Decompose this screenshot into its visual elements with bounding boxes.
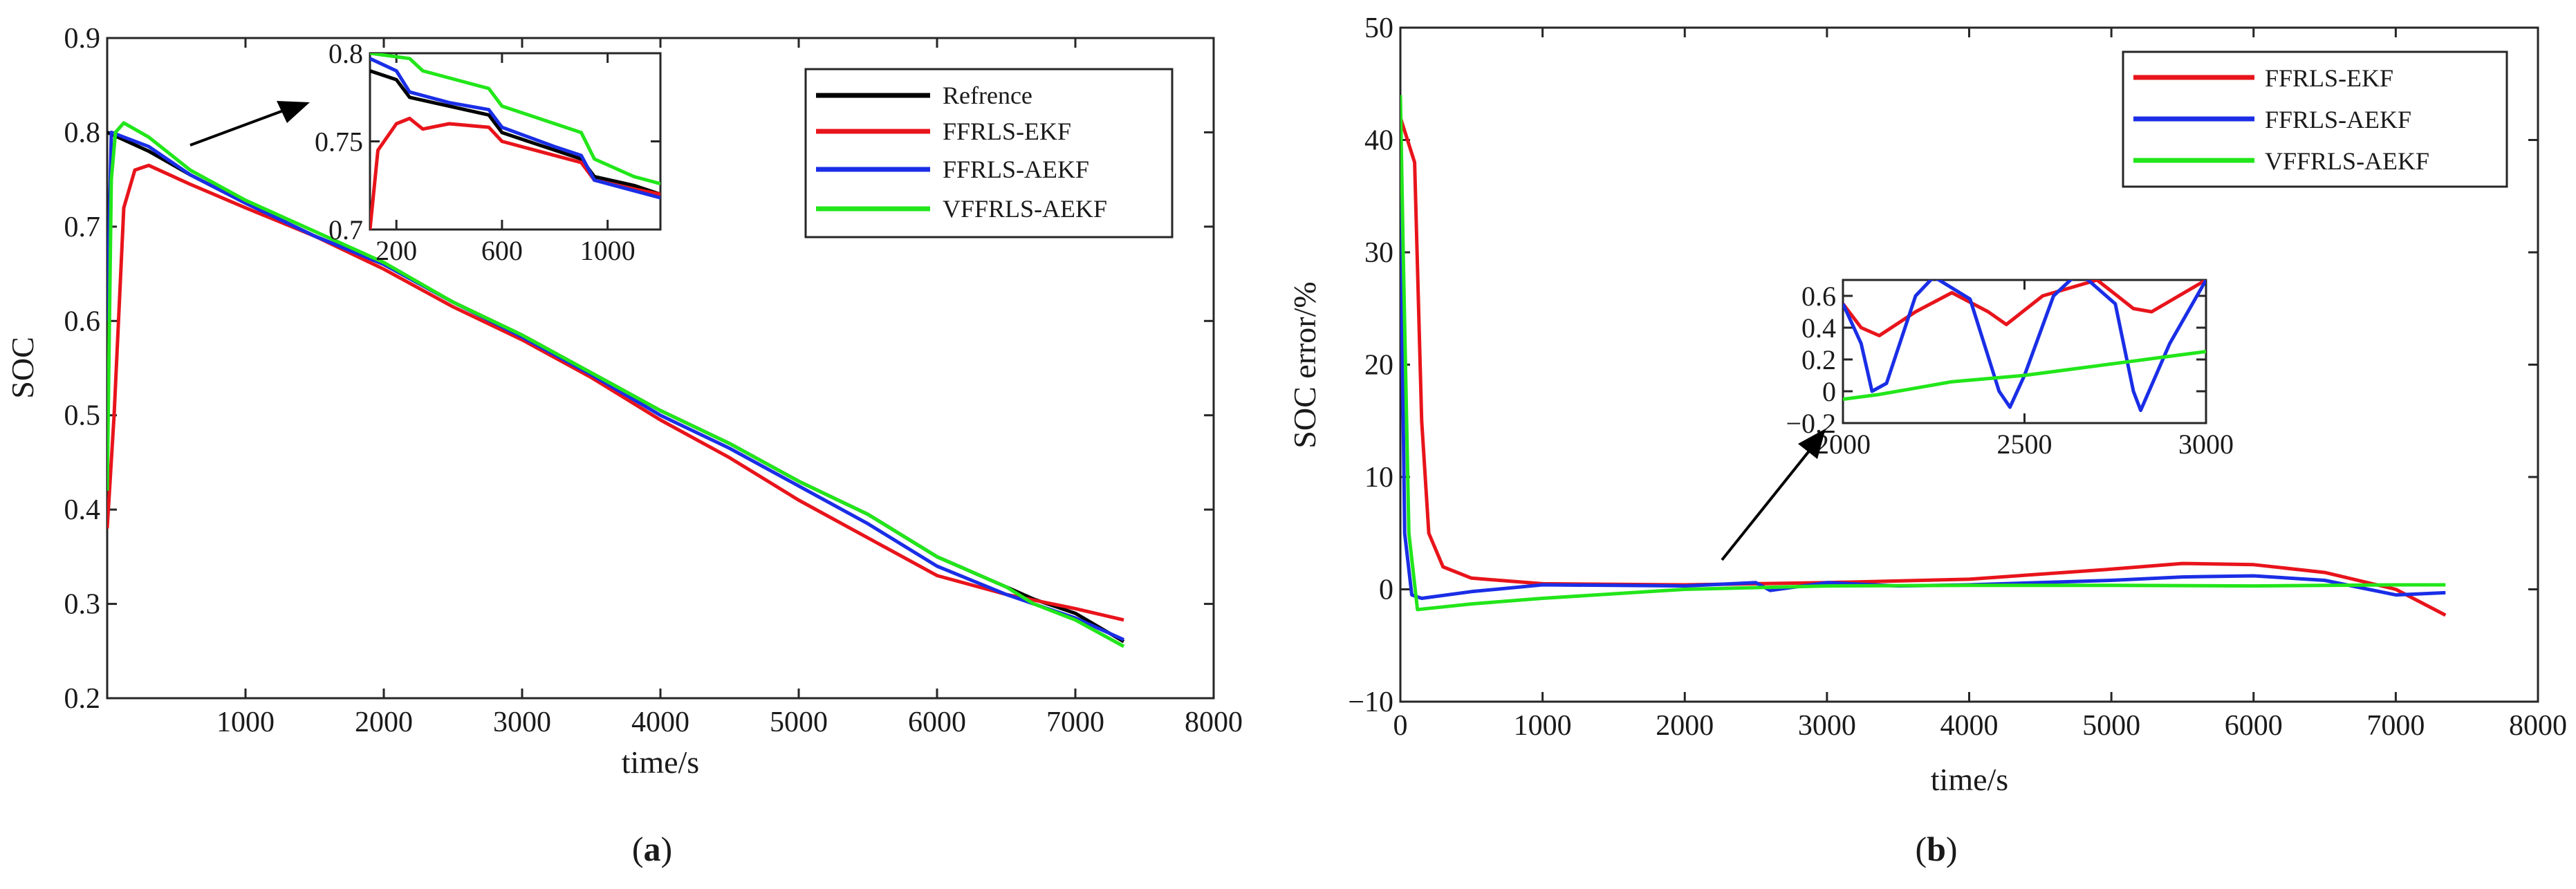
panel-b-xtick-label: 4000 xyxy=(1940,710,1999,742)
panel-a-inset: 200 600 1000 0.7 0.75 0.8 xyxy=(315,38,662,266)
panel-b-xtick-label: 6000 xyxy=(2225,710,2283,742)
panel-a-xtick-label: 7000 xyxy=(1046,706,1104,738)
panel-a-line-ffrls-ekf xyxy=(107,163,1124,622)
panel-a-inset-series xyxy=(370,53,660,230)
panel-a-xlabel: time/s xyxy=(622,745,699,780)
panel-a-xtick-label: 8000 xyxy=(1185,706,1243,738)
legend-item-ffrls-aekf-b: FFRLS-AEKF xyxy=(2133,106,2411,133)
panel-b-inset: 2000 2500 3000 −0.200.20.40.6 xyxy=(1786,279,2234,460)
panel-b-ytick-label: 50 xyxy=(1364,12,1393,44)
panel-b-inset-ytick-label: −0.2 xyxy=(1786,408,1836,439)
panel-a-inset-xtick-label: 1000 xyxy=(580,235,636,266)
panel-b-legend: FFRLS-EKF FFRLS-AEKF VFFRLS-AEKF xyxy=(2122,50,2508,188)
legend-label-ffrls-ekf-b: FFRLS-EKF xyxy=(2265,64,2393,92)
panel-b-ytick-label: −10 xyxy=(1348,686,1393,718)
panel-a: 1000 2000 3000 4000 5000 6000 7000 8000 0.2 0.3 0.… xyxy=(5,23,1243,868)
panel-b-inset-ytick-label: 0 xyxy=(1822,376,1836,407)
panel-a-label: (a) xyxy=(632,830,672,868)
panel-a-xtick-label: 5000 xyxy=(770,706,828,738)
panel-a-inset-ytick-label: 0.75 xyxy=(315,127,363,158)
legend-item-ffrls-ekf: FFRLS-EKF xyxy=(816,118,1071,145)
legend-label-ffrls-aekf: FFRLS-AEKF xyxy=(943,156,1089,183)
panel-a-ytick-label: 0.8 xyxy=(64,117,101,149)
panel-a-ytick-label: 0.6 xyxy=(64,306,101,337)
panel-b-ytick-label: 40 xyxy=(1364,125,1393,157)
panel-a-xtick-label: 2000 xyxy=(355,706,413,738)
panel-b-xtick-label: 0 xyxy=(1393,710,1408,742)
panel-b-inset-xtick-label: 3000 xyxy=(2178,429,2234,460)
panel-a-xtick-label: 3000 xyxy=(493,706,551,738)
panel-b-inset-ytick-label: 0.6 xyxy=(1801,281,1836,312)
panel-b-ylabel: SOC error/% xyxy=(1287,281,1322,448)
panel-a-ytick-label: 0.5 xyxy=(64,400,101,432)
panel-a-ytick-label: 0.7 xyxy=(64,212,101,243)
panel-a-series xyxy=(107,121,1125,648)
panel-b-xtick-label: 8000 xyxy=(2509,710,2567,742)
panel-a-inset-xtick-label: 200 xyxy=(376,235,417,266)
panel-a-inset-line-vffrls-aekf xyxy=(370,53,660,186)
panel-a-ticks: 1000 2000 3000 4000 5000 6000 7000 8000 0.2 0.3 0.… xyxy=(64,23,1243,738)
panel-b-zoom-arrow xyxy=(1721,429,1826,561)
legend-item-ffrls-ekf-b: FFRLS-EKF xyxy=(2133,64,2393,92)
panel-a-ytick-label: 0.2 xyxy=(64,683,101,715)
panel-a-xtick-label: 1000 xyxy=(216,706,275,738)
panel-b-xtick-label: 7000 xyxy=(2366,710,2425,742)
panel-b-inset-series xyxy=(1843,280,2206,413)
legend-item-vffrls-aekf: VFFRLS-AEKF xyxy=(816,195,1107,223)
panel-a-zoom-arrow xyxy=(189,101,310,147)
panel-b-inset-line-vffrls-aekf xyxy=(1843,350,2206,401)
panel-a-inset-ticks: 200 600 1000 0.7 0.75 0.8 xyxy=(315,38,660,266)
panel-a-xtick-label: 6000 xyxy=(908,706,966,738)
panel-b-ytick-label: 0 xyxy=(1379,574,1393,606)
panel-b-ytick-label: 20 xyxy=(1364,350,1393,382)
panel-b-xtick-label: 3000 xyxy=(1798,710,1856,742)
panel-b-inset-xtick-label: 2000 xyxy=(1815,429,1871,460)
legend-label-vffrls-aekf-b: VFFRLS-AEKF xyxy=(2265,147,2429,175)
panel-a-ytick-label: 0.3 xyxy=(64,589,101,621)
panel-a-inset-ytick-label: 0.7 xyxy=(328,214,363,245)
legend-label-vffrls-aekf: VFFRLS-AEKF xyxy=(943,195,1107,223)
legend-label-ffrls-ekf: FFRLS-EKF xyxy=(943,118,1071,145)
legend-label-refrence: Refrence xyxy=(943,82,1032,109)
panel-b-xtick-label: 2000 xyxy=(1656,710,1714,742)
legend-label-ffrls-aekf-b: FFRLS-AEKF xyxy=(2265,106,2411,133)
panel-b-ytick-label: 10 xyxy=(1364,462,1393,494)
panel-b-xlabel: time/s xyxy=(1931,762,2008,797)
panel-a-line-vffrls-aekf xyxy=(107,121,1125,648)
panel-a-inset-xtick-label: 600 xyxy=(481,235,523,266)
panel-b-label: (b) xyxy=(1915,830,1957,868)
panel-b-ytick-label: 30 xyxy=(1364,237,1393,269)
panel-a-inset-frame xyxy=(369,52,662,231)
panel-b: 0 1000 2000 3000 4000 5000 6000 7000 8000−100102… xyxy=(1287,12,2567,868)
panel-b-xtick-label: 5000 xyxy=(2082,710,2140,742)
panel-a-xtick-label: 4000 xyxy=(631,706,689,738)
panel-b-inset-line-ffrls-aekf xyxy=(1843,280,2206,413)
panel-b-inset-ytick-label: 0.4 xyxy=(1801,312,1836,344)
panel-b-inset-ytick-label: 0.2 xyxy=(1801,344,1836,375)
panel-b-inset-xtick-label: 2500 xyxy=(1997,429,2053,460)
panel-b-series xyxy=(1400,95,2447,617)
panel-b-inset-ticks: 2000 2500 3000 −0.200.20.40.6 xyxy=(1786,280,2234,460)
panel-a-inset-line-reference xyxy=(370,69,660,196)
panel-a-inset-line-ffrls-aekf xyxy=(370,57,660,200)
panel-b-ticks: 0 1000 2000 3000 4000 5000 6000 7000 8000−100102… xyxy=(1348,12,2567,742)
panel-a-ytick-label: 0.9 xyxy=(64,23,101,55)
panel-a-inset-ytick-label: 0.8 xyxy=(328,38,363,69)
panel-a-legend: Refrence FFRLS-EKF FFRLS-AEKF VFFRLS-AEK… xyxy=(804,68,1174,238)
legend-item-vffrls-aekf-b: VFFRLS-AEKF xyxy=(2133,147,2429,175)
legend-item-refrence: Refrence xyxy=(816,82,1032,109)
panel-a-ylabel: SOC xyxy=(5,337,40,398)
panel-a-ytick-label: 0.4 xyxy=(64,494,101,526)
panel-b-xtick-label: 1000 xyxy=(1514,710,1572,742)
legend-item-ffrls-aekf: FFRLS-AEKF xyxy=(816,156,1089,183)
panel-b-line-vffrls-aekf xyxy=(1400,95,2446,612)
panel-b-inset-line-ffrls-ekf xyxy=(1843,280,2206,337)
